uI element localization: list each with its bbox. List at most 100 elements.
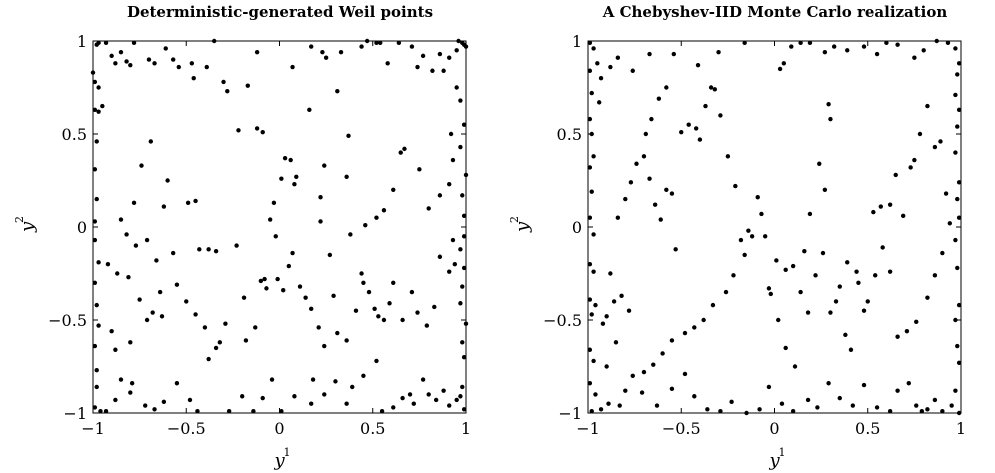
scatter-point (725, 154, 731, 159)
scatter-point (615, 55, 621, 60)
scatter-point (267, 217, 273, 222)
scatter-point (617, 403, 622, 408)
scatter-point (945, 40, 951, 46)
scatter-point (458, 98, 463, 103)
scatter-point (118, 217, 124, 222)
scatter-point (350, 384, 355, 390)
scatter-point (447, 403, 452, 408)
scatter-point (815, 405, 820, 410)
scatter-point (955, 343, 960, 349)
scatter-point (956, 61, 962, 66)
scatter-point (708, 85, 714, 90)
scatter-point (128, 62, 133, 68)
scatter-point (589, 408, 594, 414)
scatter-point (281, 288, 286, 293)
scatter-point (322, 343, 327, 349)
scatter-point (448, 131, 454, 137)
scatter-point (589, 131, 594, 137)
scatter-point (461, 355, 467, 360)
scatter-point (953, 237, 958, 243)
scatter-point (310, 377, 316, 382)
scatter-point (396, 40, 402, 46)
scatter-point (606, 401, 611, 406)
scatter-point (742, 40, 747, 46)
scatter-point (379, 408, 385, 414)
scatter-point (669, 338, 675, 343)
scatter-point (802, 248, 807, 254)
scatter-point (932, 273, 938, 278)
scatter-point (327, 252, 333, 258)
scatter-point (619, 293, 624, 299)
scatter-point (441, 68, 446, 73)
scatter-point (790, 408, 796, 414)
scatter-point (608, 271, 613, 276)
scatter-point (318, 219, 323, 224)
scatter-point (243, 338, 249, 343)
scatter-point (381, 208, 387, 213)
scatter-point (128, 340, 133, 345)
scatter-point (587, 381, 593, 386)
scatter-point (262, 276, 267, 282)
scatter-point (768, 291, 773, 297)
scatter-point (458, 394, 463, 399)
scatter-point (297, 284, 303, 289)
scatter-point (258, 278, 264, 284)
scatter-point (94, 196, 99, 202)
scatter-point (165, 178, 170, 183)
scatter-point (779, 401, 785, 406)
scatter-point (733, 183, 738, 189)
scatter-point (766, 286, 772, 291)
scatter-point (953, 150, 958, 155)
scatter-point (826, 102, 831, 107)
y-tick-label: 1 (572, 32, 582, 51)
scatter-point (914, 319, 919, 325)
scatter-point (461, 122, 467, 127)
scatter-point (656, 96, 662, 101)
scatter-point (96, 260, 101, 265)
scatter-point (100, 103, 105, 109)
scatter-point (458, 144, 463, 150)
scatter-point (887, 269, 893, 274)
scatter-point (391, 187, 396, 192)
scatter-point (372, 306, 377, 312)
scatter-point (126, 275, 131, 280)
scatter-point (213, 345, 219, 351)
scatter-point (254, 126, 260, 131)
scatter-point (598, 76, 604, 81)
y-axis-label-group: y2 (508, 216, 533, 233)
y-tick-label: −0.5 (48, 311, 87, 330)
scatter-point (148, 139, 154, 144)
scatter-point (361, 373, 366, 378)
scatter-point (738, 237, 744, 243)
plot-frame (587, 40, 962, 414)
scatter-point (113, 397, 118, 403)
scatter-point (692, 394, 697, 399)
scatter-point (402, 146, 407, 152)
scatter-point (424, 323, 430, 328)
scatter-point (92, 405, 98, 410)
scatter-point (731, 273, 736, 278)
scatter-point (884, 40, 889, 46)
scatter-point (837, 395, 842, 401)
scatter-point (955, 124, 960, 129)
scatter-point (286, 263, 292, 269)
scatter-point (776, 317, 781, 323)
scatter-point (822, 187, 828, 192)
scatter-point (450, 237, 456, 243)
scatter-point (460, 284, 465, 289)
scatter-point (409, 44, 415, 49)
scatter-point (234, 243, 239, 248)
scatter-point (144, 237, 150, 243)
scatter-point (600, 321, 606, 326)
scatter-point (387, 301, 392, 306)
scatter-point (783, 267, 788, 272)
scatter-point (710, 302, 716, 308)
scatter-point (461, 265, 467, 271)
scatter-point (273, 234, 278, 239)
scatter-point (604, 364, 609, 369)
scatter-point (131, 200, 137, 206)
scatter-point (92, 343, 98, 349)
scatter-point (323, 55, 329, 60)
scatter-point (226, 408, 232, 414)
scatter-point (953, 317, 958, 323)
